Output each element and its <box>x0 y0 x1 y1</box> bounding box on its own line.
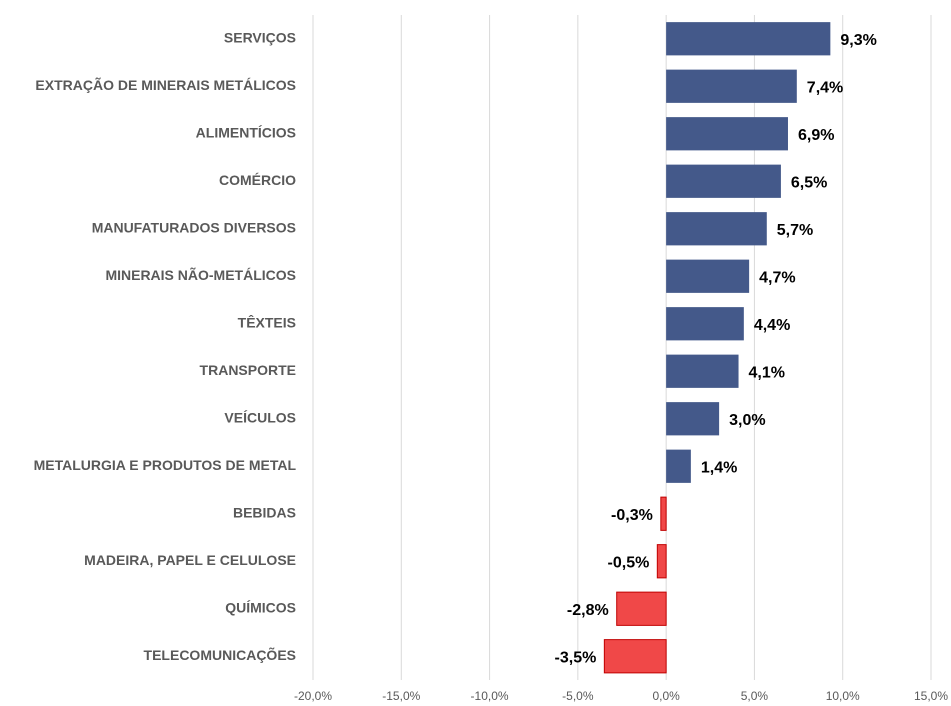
x-tick-label: -20,0% <box>294 689 332 703</box>
y-tick-label: ALIMENTÍCIOS <box>196 124 296 140</box>
data-label: 4,1% <box>749 364 785 381</box>
data-label: -2,8% <box>567 602 609 619</box>
bar <box>660 496 667 531</box>
data-label: -3,5% <box>555 649 597 666</box>
x-tick-label: 0,0% <box>652 689 680 703</box>
bar <box>666 212 767 246</box>
bar <box>616 591 667 626</box>
bar <box>666 354 739 388</box>
y-tick-label: MINERAIS NÃO-METÁLICOS <box>105 266 296 283</box>
x-tick-label: 15,0% <box>914 689 948 703</box>
bar <box>603 639 667 674</box>
bar <box>666 449 691 483</box>
bar <box>666 402 720 436</box>
y-tick-label: VEÍCULOS <box>224 409 296 425</box>
bar <box>666 307 744 341</box>
y-tick-label: BEBIDAS <box>233 504 296 520</box>
data-label: 4,4% <box>754 317 790 334</box>
data-label: 9,3% <box>840 32 876 49</box>
y-tick-label: EXTRAÇÃO DE MINERAIS METÁLICOS <box>35 76 296 93</box>
data-label: 6,5% <box>791 174 827 191</box>
bar <box>666 69 797 103</box>
x-tick-label: 5,0% <box>741 689 769 703</box>
bar <box>666 259 750 293</box>
y-tick-label: MANUFATURADOS DIVERSOS <box>92 219 296 235</box>
bar <box>666 22 831 56</box>
data-label: -0,3% <box>611 507 653 524</box>
x-tick-label: -5,0% <box>562 689 594 703</box>
x-tick-label: 10,0% <box>826 689 860 703</box>
y-tick-label: METALURGIA E PRODUTOS DE METAL <box>34 457 297 473</box>
data-label: 4,7% <box>759 269 795 286</box>
x-tick-label: -10,0% <box>471 689 509 703</box>
data-label: 7,4% <box>807 79 843 96</box>
x-tick-label: -15,0% <box>382 689 420 703</box>
data-label: -0,5% <box>608 554 650 571</box>
data-label: 6,9% <box>798 127 834 144</box>
y-tick-label: MADEIRA, PAPEL E CELULOSE <box>84 552 296 568</box>
data-label: 3,0% <box>729 412 765 429</box>
bar <box>666 164 781 198</box>
y-tick-label: SERVIÇOS <box>224 29 296 45</box>
data-label: 5,7% <box>777 222 813 239</box>
data-label: 1,4% <box>701 459 737 476</box>
bar <box>666 117 788 151</box>
y-tick-label: COMÉRCIO <box>219 172 296 188</box>
y-tick-label: QUÍMICOS <box>225 599 296 615</box>
y-tick-label: TÊXTEIS <box>238 313 296 330</box>
y-tick-label: TELECOMUNICAÇÕES <box>144 646 296 663</box>
bar <box>656 544 667 579</box>
y-tick-label: TRANSPORTE <box>200 362 296 378</box>
